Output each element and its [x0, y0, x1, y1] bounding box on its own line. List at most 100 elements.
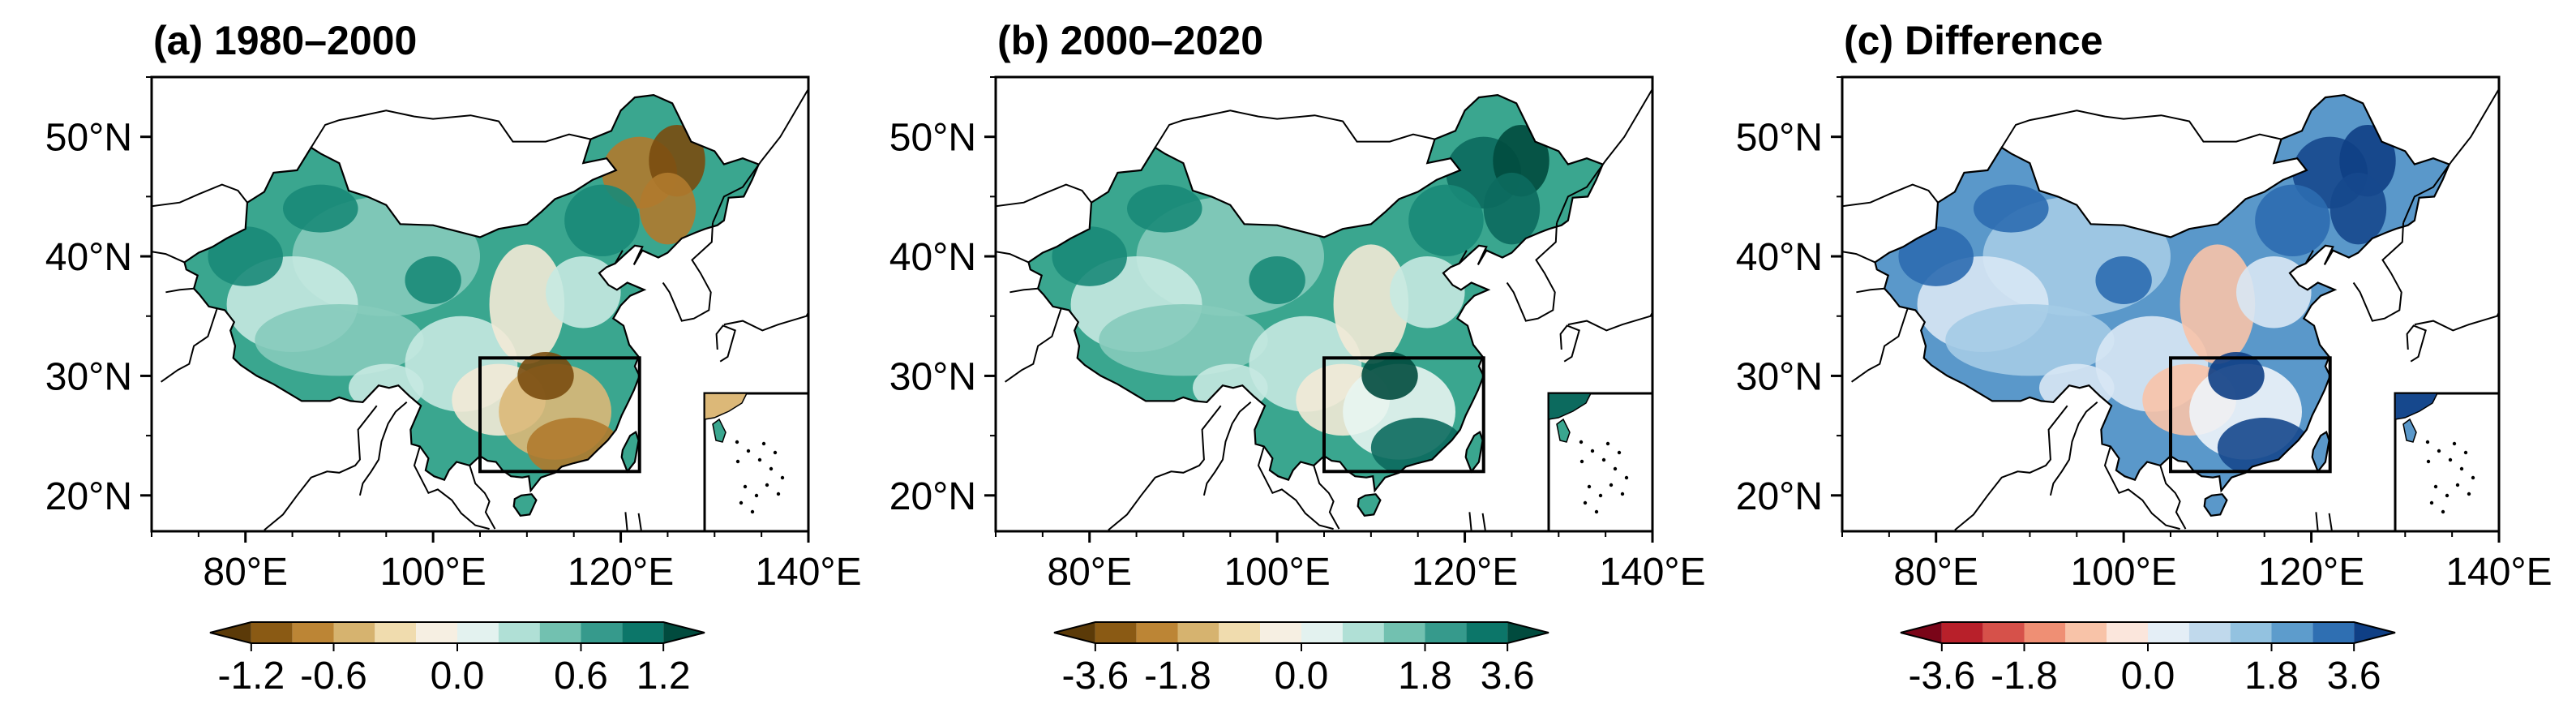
colorbar-swatch [1982, 622, 2025, 643]
colorbar-swatch [251, 622, 293, 643]
inset-islet [1579, 440, 1584, 444]
inset-islet [746, 449, 751, 453]
colorbar-swatch [1901, 622, 1942, 643]
inset-islet [776, 492, 781, 496]
field-patch [283, 184, 358, 233]
lat-tick-label: 20°N [889, 475, 976, 518]
lat-tick-label: 50°N [889, 117, 976, 160]
panel-b-coastlines [996, 88, 1665, 531]
lon-tick-label: 80°E [1047, 551, 1132, 594]
colorbar-tick-label: -3.6 [1908, 655, 1975, 698]
lon-tick-label: 120°E [1412, 551, 1518, 594]
coastline [2000, 109, 2282, 148]
coastline [2352, 222, 2404, 322]
panel-c-lat-axis: 50°N 40°N 30°N 20°N [1736, 76, 1842, 518]
coastline [2498, 217, 2499, 229]
inset-islet [1587, 484, 1592, 489]
colorbar-swatch [539, 622, 581, 643]
coastline [2328, 513, 2333, 531]
colorbar-tick-label: -1.8 [1991, 655, 2058, 698]
coastline [2159, 465, 2187, 530]
colorbar-tick-label: 1.8 [1398, 655, 1452, 698]
coastline [469, 465, 496, 530]
field-patch [1127, 184, 1202, 233]
panel-a-lon-axis: 80°E 100°E 120°E 140°E [151, 531, 862, 594]
panel-b-field [996, 77, 1652, 531]
panel-b-inset [1547, 392, 1654, 533]
lat-tick-label: 30°N [1736, 355, 1823, 398]
coastline [2402, 88, 2499, 224]
coastline [996, 183, 1092, 208]
field-patch [405, 256, 461, 304]
field-patch [1974, 184, 2049, 233]
field-patch [1408, 184, 1484, 257]
inset-island [712, 418, 727, 443]
colorbar-swatch [416, 622, 457, 643]
inset-islet [2448, 457, 2453, 462]
coastline [723, 237, 808, 332]
colorbar-swatch [1466, 622, 1508, 643]
coastline [637, 513, 642, 531]
coastline [1556, 88, 1652, 224]
inset-islet [1601, 457, 1606, 462]
coastline [1652, 218, 1665, 228]
colorbar-swatch [292, 622, 334, 643]
colorbar-swatch [2065, 622, 2107, 643]
panel-a: (a) 1980–2000 50°N 40°N 30°N 20°N 80°E 100°E… [45, 18, 862, 698]
coastline [161, 307, 218, 383]
inset-map [2394, 392, 2501, 533]
colorbar-swatch [498, 622, 540, 643]
inset-islet [754, 493, 759, 498]
colorbar-swatch [1941, 622, 1983, 643]
field-patch [2095, 256, 2152, 304]
coastline [165, 287, 195, 294]
coastline [614, 250, 624, 264]
lat-tick-label: 50°N [45, 117, 132, 160]
colorbar-swatch [1177, 622, 1219, 643]
inset-islet [2459, 466, 2464, 471]
inset-islet [1620, 492, 1625, 496]
lon-tick-label: 140°E [755, 551, 861, 594]
inset-islet [757, 457, 762, 462]
coastline [2406, 324, 2427, 363]
inset-islet [739, 500, 744, 505]
panel-c-field [1842, 77, 2499, 531]
colorbar-swatch [663, 622, 705, 643]
coastline [1202, 401, 1252, 496]
field-patch [489, 244, 565, 364]
lon-tick-label: 120°E [568, 551, 674, 594]
inset-islet [2429, 500, 2434, 505]
field-patch [1333, 244, 1409, 364]
colorbar-tick-label: -1.8 [1144, 655, 1211, 698]
panel-c-coastlines [1842, 88, 2499, 531]
coastline [152, 183, 248, 208]
lon-tick-label: 80°E [203, 551, 288, 594]
coastline [2049, 401, 2098, 496]
panel-a-colorbar: -1.2 -0.6 0.0 0.6 1.2 [209, 621, 705, 698]
colorbar-tick-label: 0.6 [554, 655, 608, 698]
coastline [808, 218, 821, 228]
inset-islet [2441, 509, 2445, 514]
coastline [1005, 307, 1062, 383]
colorbar-swatch [1425, 622, 1467, 643]
panel-a-region-box [478, 356, 641, 474]
coastline [1954, 405, 2068, 531]
coastline [2315, 512, 2319, 531]
inset-frame [703, 392, 810, 533]
field-patch [2330, 172, 2387, 245]
coastline [413, 446, 490, 530]
panel-c-inset [2394, 392, 2501, 533]
colorbar-tick-label: 0.0 [431, 655, 485, 698]
colorbar-swatch [375, 622, 417, 643]
coastline [1468, 512, 1472, 531]
coastline [1506, 222, 1558, 322]
coastline [152, 251, 185, 264]
coastline [2103, 446, 2180, 530]
field-patch [1052, 226, 1127, 286]
colorbar-tick-label: 3.6 [2327, 655, 2381, 698]
panel-b-region-box [1322, 356, 1485, 474]
coastline [1856, 287, 1885, 294]
colorbar-swatch [1219, 622, 1261, 643]
lon-tick-label: 140°E [1599, 551, 1705, 594]
inset-islet [743, 484, 748, 489]
